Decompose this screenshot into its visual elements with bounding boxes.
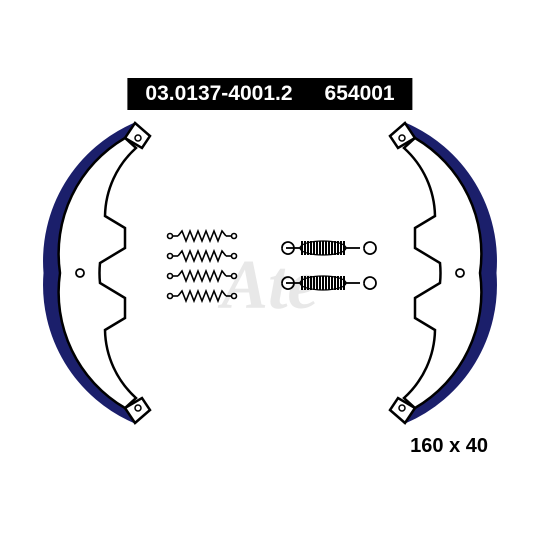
part-code: 654001 (325, 82, 395, 106)
left-brake-shoe (44, 123, 150, 423)
part-header: 03.0137-4001.2 654001 (127, 78, 412, 110)
brake-shoe-diagram: Ate (30, 108, 510, 438)
right-brake-shoe (390, 123, 496, 423)
dimension-label: 160 x 40 (410, 435, 488, 458)
part-number: 03.0137-4001.2 (145, 82, 292, 106)
